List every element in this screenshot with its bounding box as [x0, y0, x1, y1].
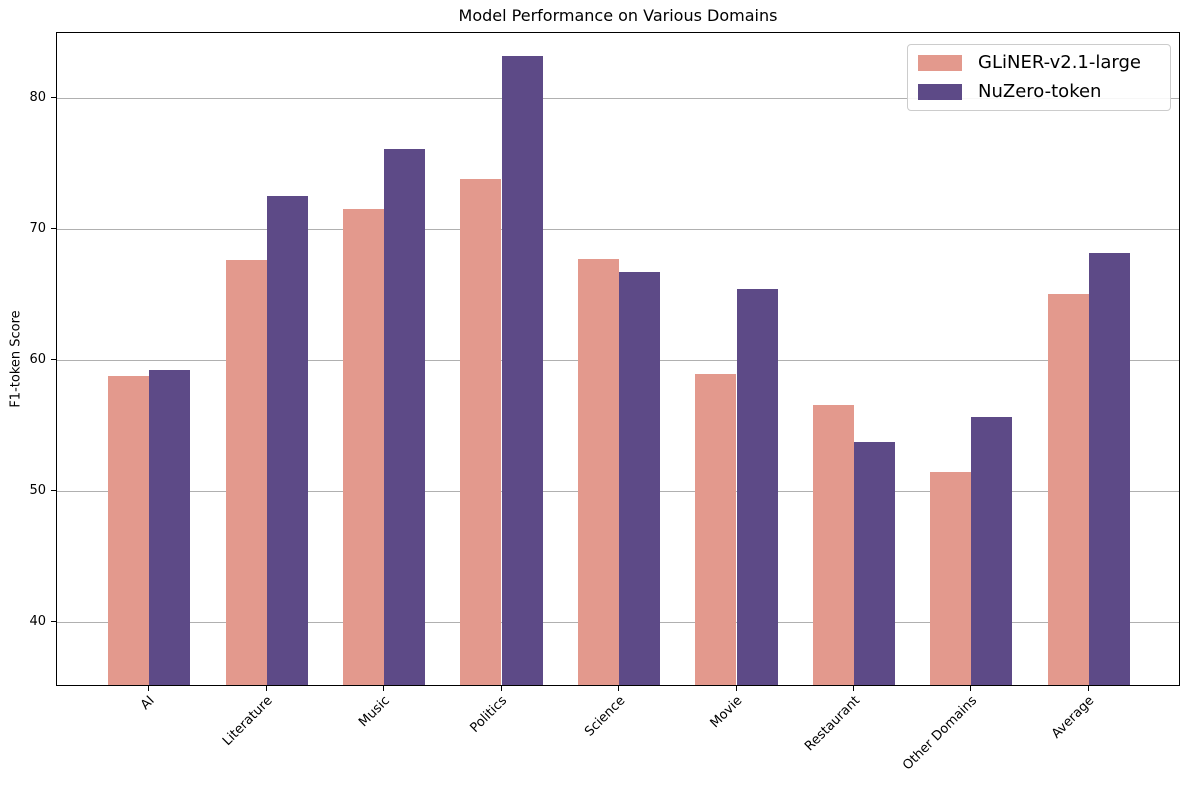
bar-GLiNER-v2.1-large-Science [577, 258, 619, 685]
x-tick-label-Restaurant: Restaurant [801, 693, 863, 755]
legend-label-nuzero: NuZero-token [978, 81, 1102, 102]
y-tick-mark-80 [51, 97, 56, 99]
x-tick-label-Literature: Literature [219, 693, 276, 749]
y-tick-mark-50 [51, 489, 56, 491]
x-tick-mark-Science [618, 686, 619, 691]
gridline-80 [57, 98, 1179, 100]
bar-NuZero-token-Movie [736, 288, 778, 685]
y-tick-mark-70 [51, 228, 56, 230]
bar-NuZero-token-Other Domains [971, 416, 1013, 685]
legend-swatch-nuzero [918, 84, 962, 100]
x-tick-label-AI: AI [138, 693, 159, 713]
y-tick-label-80: 80 [29, 90, 46, 106]
x-tick-mark-AI [148, 686, 150, 691]
chart-title: Model Performance on Various Domains [458, 6, 778, 25]
x-tick-mark-Literature [265, 686, 267, 691]
x-tick-label-Other Domains: Other Domains [900, 693, 981, 774]
x-tick-mark-Restaurant [852, 686, 854, 691]
x-tick-mark-Average [1087, 686, 1089, 691]
x-tick-mark-Other Domains [970, 686, 972, 691]
legend-label-gliner: GLiNER-v2.1-large [978, 52, 1141, 73]
bar-GLiNER-v2.1-large-Other Domains [930, 471, 972, 685]
y-tick-label-70: 70 [29, 221, 46, 237]
bar-GLiNER-v2.1-large-Average [1047, 293, 1089, 685]
bar-NuZero-token-Music [384, 148, 426, 685]
x-tick-label-Movie: Movie [707, 693, 746, 732]
x-tick-mark-Music [383, 686, 385, 691]
x-tick-label-Average: Average [1049, 693, 1098, 742]
bar-GLiNER-v2.1-large-Literature [225, 259, 267, 685]
bar-NuZero-token-Science [619, 271, 661, 685]
legend: GLiNER-v2.1-large NuZero-token [907, 44, 1171, 111]
legend-entry-gliner: GLiNER-v2.1-large [918, 53, 1160, 73]
y-tick-label-40: 40 [29, 613, 46, 629]
x-tick-label-Music: Music [356, 693, 393, 731]
legend-entry-nuzero: NuZero-token [918, 82, 1160, 102]
x-tick-mark-Politics [500, 686, 502, 691]
bar-GLiNER-v2.1-large-Music [343, 208, 385, 685]
bar-GLiNER-v2.1-large-Politics [460, 178, 502, 685]
bar-NuZero-token-Restaurant [853, 441, 895, 685]
bar-GLiNER-v2.1-large-AI [108, 376, 150, 685]
bar-NuZero-token-AI [149, 369, 191, 685]
y-tick-mark-40 [51, 620, 56, 622]
x-tick-mark-Movie [735, 686, 737, 691]
x-tick-label-Politics: Politics [467, 693, 511, 736]
bar-NuZero-token-Average [1088, 253, 1130, 685]
bar-GLiNER-v2.1-large-Movie [695, 373, 737, 685]
y-tick-mark-60 [51, 359, 56, 360]
legend-swatch-gliner [918, 55, 962, 71]
y-tick-label-50: 50 [29, 482, 46, 498]
bar-NuZero-token-Literature [266, 195, 308, 685]
bar-NuZero-token-Politics [501, 55, 543, 685]
y-tick-label-60: 60 [29, 352, 46, 367]
plot-area [56, 32, 1180, 686]
bar-GLiNER-v2.1-large-Restaurant [812, 405, 854, 685]
x-tick-label-Science: Science [581, 693, 628, 740]
gridline-70 [57, 229, 1179, 231]
